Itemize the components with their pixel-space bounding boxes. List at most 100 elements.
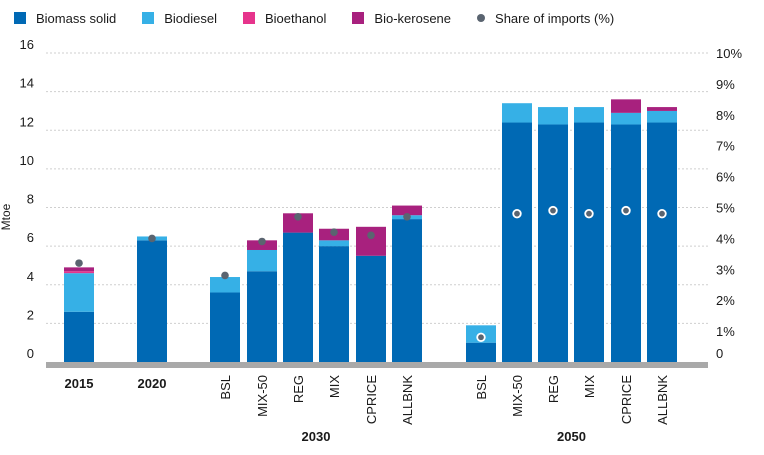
legend-label: Biodiesel <box>164 10 217 26</box>
legend-label: Bio-kerosene <box>374 10 452 26</box>
y-tick-label: 14 <box>20 76 34 91</box>
legend-item-bioethanol: Bioethanol <box>242 10 327 26</box>
x-category-label: MIX <box>582 375 597 398</box>
x-category-label: CPRICE <box>619 375 634 424</box>
x-category-label: MIX-50 <box>255 375 270 417</box>
legend-swatch <box>242 12 255 24</box>
imports-share-point <box>294 212 302 221</box>
bar-biomass-solid <box>502 122 532 363</box>
y-tick-label: 8 <box>27 192 34 207</box>
y-tick-label: 4 <box>27 269 34 284</box>
x-category-label: ALLBNK <box>655 375 670 425</box>
legend-item-biodiesel: Biodiesel <box>142 11 217 26</box>
bar-biomass-solid <box>356 255 386 362</box>
x-category-label: 2020 <box>138 376 167 391</box>
imports-share-point <box>330 228 338 237</box>
imports-share-point <box>221 271 229 280</box>
y2-tick-label: 2% <box>716 293 735 308</box>
bar-biomass-solid <box>137 240 167 362</box>
y2-tick-label: 10% <box>716 46 742 61</box>
bar-biomass-solid <box>283 232 313 362</box>
bar-bio-kerosene <box>647 107 677 111</box>
y-tick-label: 6 <box>27 230 34 245</box>
imports-share-point <box>512 208 522 219</box>
legend-item-biomass-solid: Biomass solid <box>14 11 116 26</box>
imports-share-point <box>403 212 411 221</box>
bar-biodiesel <box>538 107 568 125</box>
imports-share-point <box>148 234 156 243</box>
y-tick-label: 10 <box>20 153 34 168</box>
x-category-label: BSL <box>218 375 233 400</box>
imports-share-markers <box>75 205 667 342</box>
y2-tick-label: 1% <box>716 324 735 339</box>
legend-item-bio-kerosene: Bio-kerosene <box>352 11 451 26</box>
x-category-label: 2015 <box>65 376 94 391</box>
y-axis-right: 0 1% 2% 3% 4% 5% 6% 7% 8% 9% 10% <box>716 46 742 361</box>
bar-biomass-solid <box>647 122 677 363</box>
chart-legend: Biomass solid Biodiesel Bioethanol Bio-kero… <box>14 8 640 28</box>
imports-share-point <box>657 208 667 219</box>
imports-share-point <box>367 231 375 240</box>
x-category-label: BSL <box>474 375 489 400</box>
imports-share-point <box>548 205 558 216</box>
bar-biomass-solid <box>574 122 604 363</box>
bar-biodiesel <box>64 273 94 312</box>
y-axis-left: 0 2 4 6 8 10 12 14 16 <box>20 37 34 361</box>
bar-biomass-solid <box>247 271 277 362</box>
y2-tick-label: 9% <box>716 77 735 92</box>
legend-swatch <box>142 12 155 24</box>
y2-tick-label: 5% <box>716 201 735 216</box>
imports-share-point <box>75 259 83 267</box>
bar-biodiesel <box>319 240 349 247</box>
bar-bio-kerosene <box>356 226 386 256</box>
bar-biomass-solid <box>64 311 94 362</box>
bar-bio-kerosene <box>64 267 94 272</box>
x-category-label: ALLBNK <box>400 375 415 425</box>
legend-item-share-of-imports: Share of imports (%) <box>477 11 614 26</box>
x-category-label: CPRICE <box>364 375 379 424</box>
x-axis-baseline <box>46 362 708 368</box>
bar-biodiesel <box>574 107 604 123</box>
imports-share-point <box>476 332 486 342</box>
bar-biodiesel <box>611 112 641 125</box>
x-axis-categories: 2015 2020 BSL MIX-50 REG MIX CPRICE ALLBNK BSL MI… <box>65 375 670 425</box>
x-category-label: REG <box>546 375 561 403</box>
y2-tick-label: 0 <box>716 346 723 361</box>
y-axis-title: Mtoe <box>0 203 13 230</box>
bar-biodiesel <box>210 277 240 293</box>
y2-tick-label: 8% <box>716 108 735 123</box>
y-tick-label: 16 <box>20 37 34 52</box>
imports-share-point <box>621 205 631 216</box>
y2-tick-label: 7% <box>716 139 735 154</box>
bar-bio-kerosene <box>611 99 641 113</box>
x-category-label: MIX <box>327 375 342 398</box>
bar-bio-kerosene <box>392 205 422 216</box>
imports-share-point <box>258 237 266 246</box>
legend-swatch <box>352 12 365 24</box>
bars <box>64 99 677 363</box>
bar-biomass-solid <box>210 292 240 362</box>
bar-biodiesel <box>247 249 277 272</box>
y2-tick-label: 6% <box>716 170 735 185</box>
bar-biodiesel <box>647 110 677 123</box>
y-tick-label: 12 <box>20 114 34 129</box>
bar-biomass-solid <box>538 124 568 362</box>
legend-label: Share of imports (%) <box>495 10 615 26</box>
legend-label: Bioethanol <box>264 10 327 26</box>
bar-biomass-solid <box>319 246 349 362</box>
x-group-label: 2050 <box>557 429 586 444</box>
y2-tick-label: 3% <box>716 262 735 277</box>
x-group-label: 2030 <box>302 429 331 444</box>
y2-tick-label: 4% <box>716 231 735 246</box>
imports-share-point <box>584 208 594 219</box>
legend-marker-dot <box>477 14 486 22</box>
x-category-label: MIX-50 <box>510 375 525 417</box>
legend-swatch <box>14 12 26 24</box>
x-category-label: REG <box>291 375 306 403</box>
legend-label: Biomass solid <box>36 10 117 26</box>
y-tick-label: 2 <box>27 307 34 322</box>
bar-bio-kerosene <box>283 213 313 233</box>
bar-biomass-solid <box>611 124 641 362</box>
bar-bioethanol <box>64 271 94 274</box>
